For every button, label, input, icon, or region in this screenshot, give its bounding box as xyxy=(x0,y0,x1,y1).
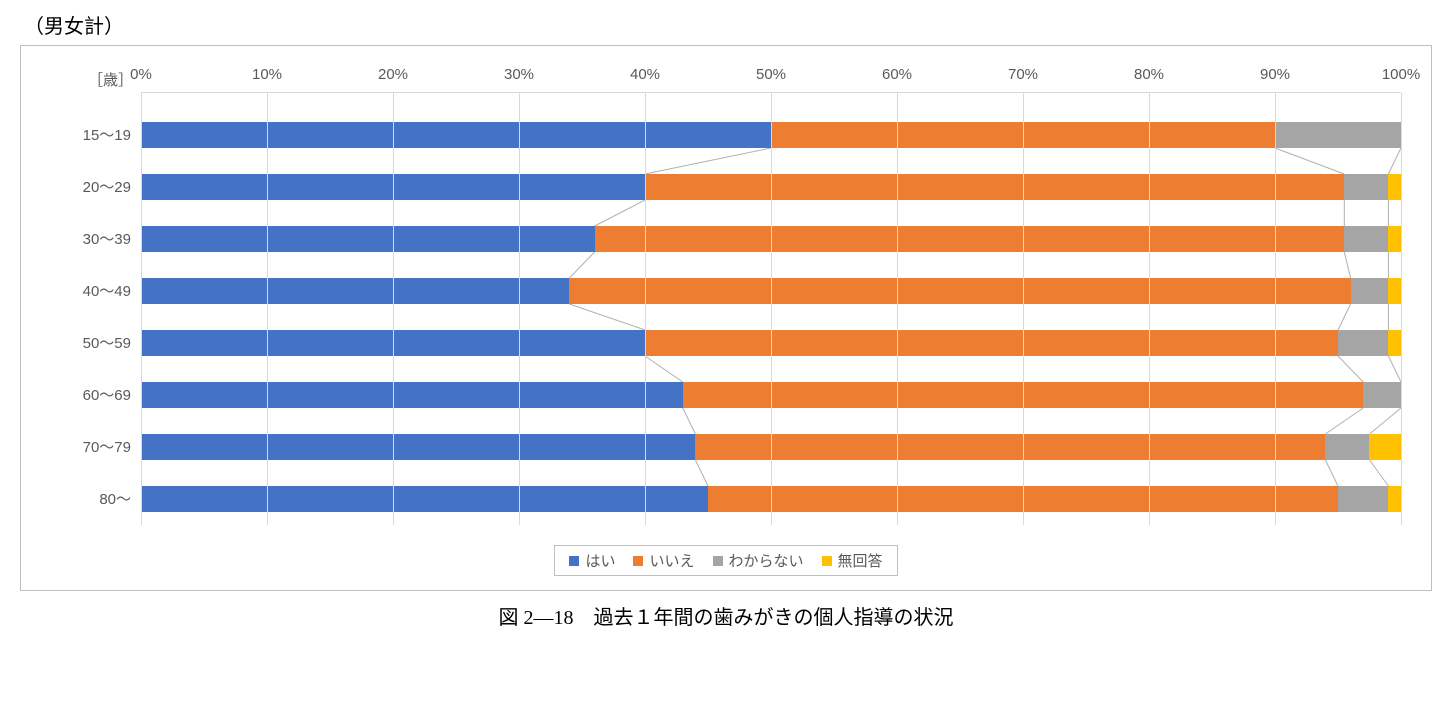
bar-segment xyxy=(1369,434,1401,460)
x-axis-tick: 100% xyxy=(1382,66,1420,83)
y-axis-label: 40～49 xyxy=(51,264,141,316)
bar-segment xyxy=(1388,278,1401,304)
bar-segment xyxy=(1338,330,1388,356)
legend-label: はい xyxy=(585,550,615,571)
gridline xyxy=(1023,93,1024,525)
y-axis-label: 30～39 xyxy=(51,212,141,264)
gridline xyxy=(645,93,646,525)
x-axis-tick: 0% xyxy=(130,66,152,83)
legend-label: わからない xyxy=(729,550,804,571)
bar-segment xyxy=(141,486,708,512)
gridline xyxy=(1401,93,1402,525)
y-axis-labels: 15～1920～2930～3940～4950～5960～6970～7980～ xyxy=(51,108,141,524)
x-axis-tick: 50% xyxy=(756,66,786,83)
x-axis-tick: 20% xyxy=(378,66,408,83)
bar-segment xyxy=(1388,330,1401,356)
x-axis-tick: 30% xyxy=(504,66,534,83)
gridline xyxy=(1275,93,1276,525)
bar-segment xyxy=(569,278,1350,304)
legend-wrap: はい いいえ わからない 無回答 xyxy=(51,545,1401,576)
bar-segment xyxy=(141,382,683,408)
bar-segment xyxy=(1363,382,1401,408)
gridline xyxy=(393,93,394,525)
legend-item: いいえ xyxy=(633,550,694,571)
legend-item: はい xyxy=(569,550,615,571)
bar-segment xyxy=(1338,486,1388,512)
y-axis-top-pad xyxy=(51,92,141,108)
bar-segment xyxy=(645,330,1338,356)
bar-segment xyxy=(1388,174,1401,200)
bar-segment xyxy=(141,122,771,148)
y-axis-label: 20～29 xyxy=(51,160,141,212)
y-axis-label: 70～79 xyxy=(51,420,141,472)
plot-row: ［歳］ 15～1920～2930～3940～4950～5960～6970～798… xyxy=(51,66,1401,525)
legend-swatch xyxy=(713,556,723,566)
bar-segment xyxy=(1344,174,1388,200)
plot-column: 0%10%20%30%40%50%60%70%80%90%100% xyxy=(141,66,1401,525)
bar-segment xyxy=(695,434,1325,460)
x-axis-tick: 10% xyxy=(252,66,282,83)
x-axis-tick: 60% xyxy=(882,66,912,83)
bar-segment xyxy=(141,434,695,460)
axis-unit-label: ［歳］ xyxy=(51,66,141,92)
section-heading: （男女計） xyxy=(24,10,1432,39)
legend-swatch xyxy=(822,556,832,566)
y-axis-label: 60～69 xyxy=(51,368,141,420)
gridline xyxy=(897,93,898,525)
x-axis-tick: 80% xyxy=(1134,66,1164,83)
bar-segment xyxy=(1351,278,1389,304)
bar-segment xyxy=(1388,486,1401,512)
bar-segment xyxy=(1344,226,1388,252)
bar-segment xyxy=(1388,226,1401,252)
legend-swatch xyxy=(569,556,579,566)
y-axis-label: 80～ xyxy=(51,472,141,524)
plot-area xyxy=(141,92,1401,525)
gridline xyxy=(267,93,268,525)
bar-segment xyxy=(141,226,595,252)
x-axis-tick: 40% xyxy=(630,66,660,83)
bar-segment xyxy=(595,226,1345,252)
x-axis-tick: 90% xyxy=(1260,66,1290,83)
bar-segment xyxy=(1325,434,1369,460)
chart-container: ［歳］ 15～1920～2930～3940～4950～5960～6970～798… xyxy=(20,45,1432,591)
gridline xyxy=(141,93,142,525)
legend-label: 無回答 xyxy=(838,550,883,571)
y-axis-label: 15～19 xyxy=(51,108,141,160)
gridline xyxy=(771,93,772,525)
gridline xyxy=(1149,93,1150,525)
bar-segment xyxy=(1275,122,1401,148)
y-axis-column: ［歳］ 15～1920～2930～3940～4950～5960～6970～798… xyxy=(51,66,141,525)
bar-segment xyxy=(645,174,1344,200)
legend-swatch xyxy=(633,556,643,566)
legend-item: わからない xyxy=(713,550,804,571)
legend-item: 無回答 xyxy=(822,550,883,571)
legend: はい いいえ わからない 無回答 xyxy=(554,545,897,576)
legend-label: いいえ xyxy=(649,550,694,571)
bar-segment xyxy=(141,278,569,304)
gridline xyxy=(519,93,520,525)
x-axis-tick: 70% xyxy=(1008,66,1038,83)
y-axis-label: 50～59 xyxy=(51,316,141,368)
x-axis: 0%10%20%30%40%50%60%70%80%90%100% xyxy=(141,66,1401,92)
figure-caption: 図 2―18 過去１年間の歯みがきの個人指導の状況 xyxy=(20,601,1432,630)
